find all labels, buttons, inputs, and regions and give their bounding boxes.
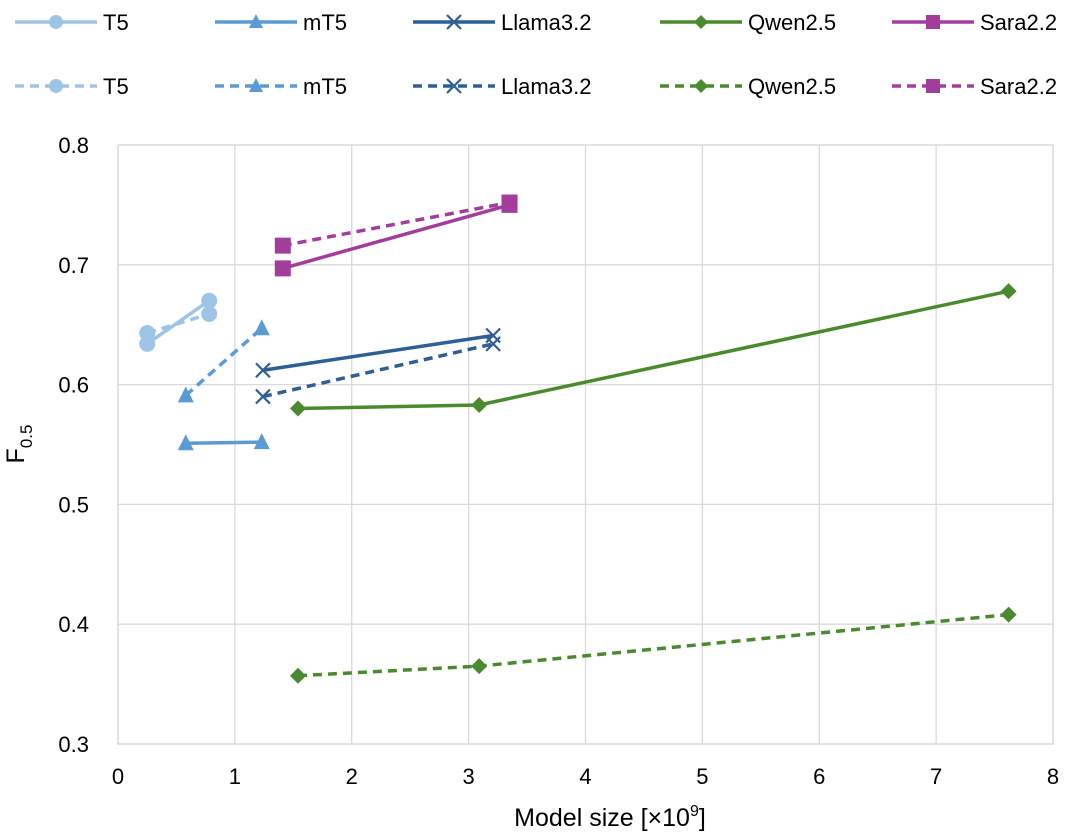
series-mt5-dashed bbox=[177, 319, 270, 403]
data-point bbox=[471, 658, 488, 675]
legend-item: Sara2.2 bbox=[892, 10, 1057, 35]
series-t5-dashed bbox=[139, 305, 218, 342]
y-tick-label: 0.5 bbox=[58, 492, 89, 517]
series-line bbox=[184, 326, 263, 397]
data-point bbox=[253, 319, 270, 336]
data-point bbox=[201, 305, 218, 322]
legend-item: mT5 bbox=[215, 10, 347, 35]
x-tick-label: 4 bbox=[579, 764, 591, 789]
legend-item: Qwen2.5 bbox=[660, 74, 836, 99]
legend-label: Sara2.2 bbox=[980, 10, 1057, 35]
data-point bbox=[694, 15, 708, 29]
legend-label: T5 bbox=[103, 74, 129, 99]
legend-item: T5 bbox=[15, 74, 129, 99]
legend-label: mT5 bbox=[303, 10, 347, 35]
data-point bbox=[485, 336, 501, 352]
x-axis-label-exponent: 9 bbox=[690, 803, 699, 820]
data-point bbox=[446, 14, 462, 30]
legend-label: Sara2.2 bbox=[980, 74, 1057, 99]
series-layer bbox=[139, 194, 1017, 684]
series-line bbox=[262, 342, 494, 399]
y-tick-label: 0.7 bbox=[58, 253, 89, 278]
data-point bbox=[139, 325, 156, 342]
data-point bbox=[274, 260, 291, 277]
series-mt5-solid bbox=[177, 433, 270, 451]
legend-item: T5 bbox=[15, 10, 129, 35]
series-llama32-solid bbox=[255, 327, 501, 379]
data-point bbox=[1000, 283, 1017, 300]
legend-label: T5 bbox=[103, 10, 129, 35]
legend-item: Sara2.2 bbox=[892, 74, 1057, 99]
series-line bbox=[282, 200, 510, 248]
x-axis-label: Model size [×109] bbox=[514, 803, 706, 832]
legend-label: mT5 bbox=[303, 74, 347, 99]
data-point bbox=[253, 433, 270, 450]
x-tick-label: 5 bbox=[696, 764, 708, 789]
plot-border bbox=[117, 144, 1054, 745]
data-point bbox=[446, 78, 462, 94]
data-point bbox=[694, 79, 708, 93]
legend-label: Llama3.2 bbox=[501, 10, 592, 35]
x-tick-label: 0 bbox=[112, 764, 124, 789]
legend-label: Qwen2.5 bbox=[748, 74, 836, 99]
data-point bbox=[1000, 606, 1017, 623]
data-point bbox=[289, 667, 306, 684]
series-llama32-dashed bbox=[255, 336, 501, 405]
x-axis-label-close: ] bbox=[699, 804, 706, 832]
series-qwen25-solid bbox=[289, 283, 1017, 417]
legend-item: Llama3.2 bbox=[413, 10, 592, 35]
data-point bbox=[249, 78, 263, 92]
y-tick-label: 0.3 bbox=[58, 732, 89, 757]
series-qwen25-dashed bbox=[289, 606, 1017, 684]
series-line bbox=[146, 312, 210, 335]
x-tick-label: 2 bbox=[346, 764, 358, 789]
y-tick-label: 0.6 bbox=[58, 373, 89, 398]
x-tick-label: 6 bbox=[813, 764, 825, 789]
y-tick-label: 0.8 bbox=[58, 133, 89, 158]
x-tick-label: 1 bbox=[229, 764, 241, 789]
y-tick-label: 0.4 bbox=[58, 612, 89, 637]
y-axis-label: F0.5 bbox=[2, 425, 36, 464]
data-point bbox=[49, 79, 63, 93]
data-point bbox=[926, 15, 940, 29]
x-tick-label: 8 bbox=[1047, 764, 1059, 789]
legend-label: Llama3.2 bbox=[501, 74, 592, 99]
data-point bbox=[255, 362, 271, 379]
data-point bbox=[49, 15, 63, 29]
series-line bbox=[262, 333, 494, 372]
x-tick-label: 3 bbox=[463, 764, 475, 789]
data-point bbox=[177, 434, 194, 451]
legend-label: Qwen2.5 bbox=[748, 10, 836, 35]
grid bbox=[117, 144, 1054, 745]
legend-item: Llama3.2 bbox=[413, 74, 592, 99]
x-tick-label: 7 bbox=[930, 764, 942, 789]
data-point bbox=[501, 194, 518, 211]
legend-item: mT5 bbox=[215, 74, 347, 99]
series-line bbox=[185, 440, 262, 446]
data-point bbox=[255, 388, 271, 405]
data-point bbox=[201, 292, 218, 309]
legend: T5 mT5 Llama3.2 Qwen2.5 Sara2.2 T5 mT5 Llama3.2… bbox=[15, 10, 1057, 99]
data-point bbox=[249, 14, 263, 28]
series-sara22-dashed bbox=[274, 194, 518, 254]
data-point bbox=[177, 386, 194, 403]
data-point bbox=[471, 396, 488, 413]
data-point bbox=[289, 400, 306, 417]
data-point bbox=[926, 79, 940, 93]
series-line bbox=[282, 203, 511, 271]
y-axis-label-subscript: 0.5 bbox=[17, 425, 36, 449]
data-point bbox=[274, 237, 291, 254]
axes: 0 1 2 3 4 5 6 7 8 0.3 0.4 0.5 0.6 0.7 0.8 bbox=[58, 133, 1059, 789]
legend-item: Qwen2.5 bbox=[660, 10, 836, 35]
